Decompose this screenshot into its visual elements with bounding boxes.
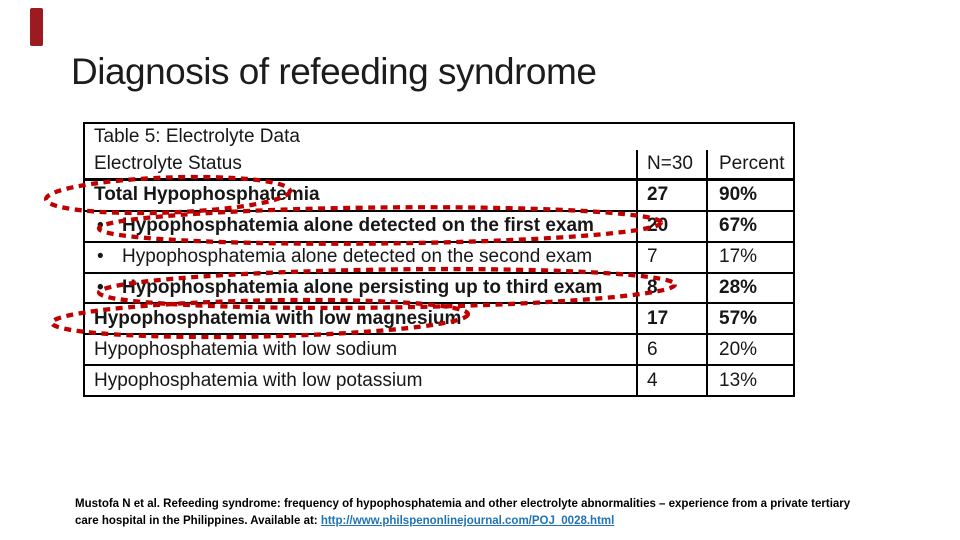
- table-header-row: Electrolyte Status N=30 Percent: [85, 150, 793, 181]
- citation-text: Mustofa N et al. Refeeding syndrome: fre…: [75, 496, 920, 531]
- row-n-value: 20: [636, 211, 706, 241]
- row-percent-value: 13%: [706, 366, 793, 396]
- table-row: Hypophosphatemia with low magnesium 17 5…: [85, 302, 793, 334]
- row-label-cell: Hypophosphatemia with low magnesium: [85, 304, 636, 333]
- citation-line2: care hospital in the Philippines. Availa…: [75, 515, 321, 528]
- row-n-value: 8: [636, 273, 706, 303]
- row-label-cell: Hypophosphatemia with low sodium: [85, 335, 636, 364]
- row-n-value: 27: [636, 181, 706, 210]
- row-label-cell: • Hypophosphatemia alone detected on the…: [85, 212, 636, 241]
- row-percent-value: 90%: [706, 181, 793, 210]
- row-percent-value: 57%: [706, 304, 793, 334]
- table-row: Hypophosphatemia with low sodium 6 20%: [85, 333, 793, 365]
- bullet-icon: •: [97, 215, 104, 237]
- electrolyte-data-table: Table 5: Electrolyte Data Electrolyte St…: [83, 122, 795, 397]
- row-label: Hypophosphatemia alone detected on the f…: [122, 215, 594, 237]
- bullet-icon: •: [97, 246, 104, 268]
- row-label: Total Hypophosphatemia: [94, 184, 320, 206]
- row-percent-value: 67%: [706, 211, 793, 241]
- row-n-value: 17: [636, 304, 706, 334]
- row-label: Hypophosphatemia alone persisting up to …: [122, 277, 603, 298]
- table-row: • Hypophosphatemia alone detected on the…: [85, 240, 793, 272]
- table-body: Total Hypophosphatemia 27 90% • Hypophos…: [85, 181, 793, 396]
- row-label-cell: Total Hypophosphatemia: [85, 181, 636, 210]
- row-n-value: 6: [636, 335, 706, 365]
- table-row: • Hypophosphatemia alone detected on the…: [85, 209, 793, 241]
- column-header-n: N=30: [636, 150, 706, 178]
- row-label-cell: • Hypophosphatemia alone detected on the…: [85, 243, 636, 272]
- row-n-value: 4: [636, 366, 706, 396]
- row-percent-value: 17%: [706, 242, 793, 272]
- row-n-value: 7: [636, 242, 706, 272]
- row-label-cell: • Hypophosphatemia alone persisting up t…: [85, 274, 636, 303]
- bullet-icon: •: [97, 277, 104, 298]
- table-row: Total Hypophosphatemia 27 90%: [85, 181, 793, 210]
- table-row: • Hypophosphatemia alone persisting up t…: [85, 271, 793, 303]
- row-label: Hypophosphatemia alone detected on the s…: [122, 246, 593, 268]
- row-percent-value: 28%: [706, 273, 793, 303]
- table-row: Hypophosphatemia with low potassium 4 13…: [85, 364, 793, 396]
- row-percent-value: 20%: [706, 335, 793, 365]
- accent-bar: [30, 8, 43, 46]
- row-label: Hypophosphatemia with low magnesium: [94, 307, 462, 329]
- row-label: Hypophosphatemia with low potassium: [94, 369, 423, 391]
- table-caption: Table 5: Electrolyte Data: [94, 126, 300, 147]
- citation-link[interactable]: http://www.philspenonlinejournal.com/POJ…: [320, 515, 615, 528]
- row-label-cell: Hypophosphatemia with low potassium: [85, 366, 636, 395]
- row-label: Hypophosphatemia with low sodium: [94, 338, 398, 360]
- page-title: Diagnosis of refeeding syndrome: [71, 51, 597, 92]
- column-header-electrolyte-status: Electrolyte Status: [94, 153, 242, 174]
- citation-line1: Mustofa N et al. Refeeding syndrome: fre…: [75, 498, 851, 510]
- column-header-percent: Percent: [706, 150, 793, 178]
